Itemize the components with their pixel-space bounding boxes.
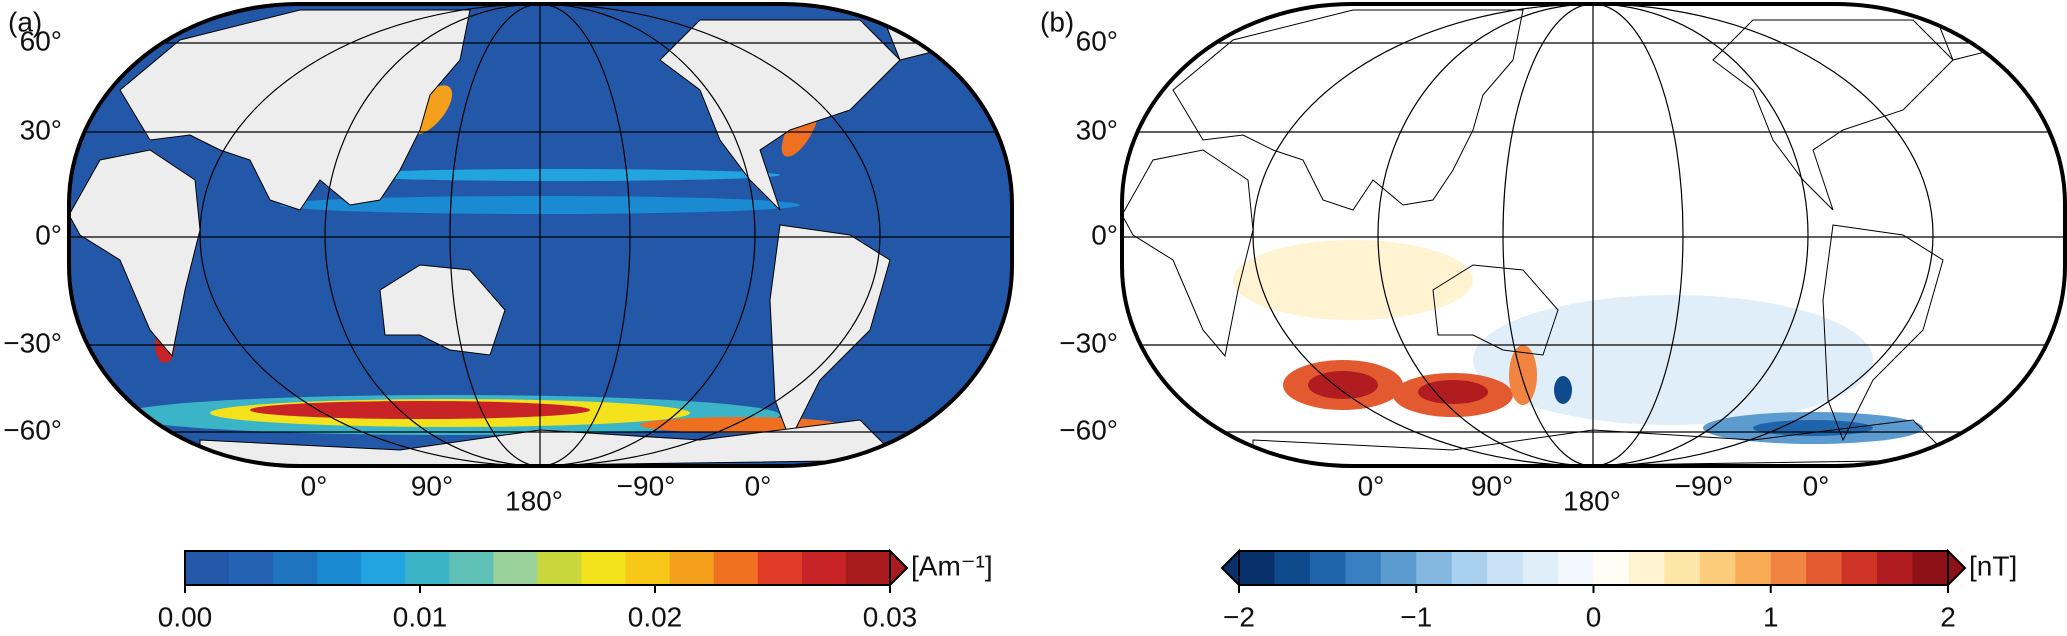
colorbar-bin <box>757 551 803 585</box>
lon-label: 90° <box>1471 470 1513 501</box>
panel-label: (b) <box>1040 6 1074 37</box>
colorbar: [nT] −2 −1 0 1 2 <box>1220 548 2017 632</box>
lon-label: −90° <box>617 470 676 501</box>
lon-label: 180° <box>1563 485 1621 516</box>
colorbar-tick-label: 2 <box>1940 601 1956 632</box>
colorbar-bin <box>1309 551 1346 585</box>
colorbar-tick-label: 0.03 <box>863 601 918 632</box>
colorbar-bin <box>669 551 715 585</box>
colorbar-bin <box>405 551 450 585</box>
colorbar-extend <box>1947 548 1967 588</box>
colorbar-extend <box>889 548 909 588</box>
lat-label: −30° <box>3 327 62 358</box>
colorbar-bin <box>801 551 847 585</box>
colorbar-bin <box>1487 551 1524 585</box>
colorbar-bin <box>273 551 318 585</box>
colorbar-bin <box>1558 551 1594 585</box>
colorbar-bin <box>1593 551 1630 585</box>
map-a <box>67 2 1014 468</box>
colorbar-bin <box>1380 551 1417 585</box>
colorbar-bin <box>537 551 583 585</box>
colorbar-bin <box>1699 551 1736 585</box>
colorbar-bin <box>361 551 406 585</box>
lat-label: −30° <box>1059 327 1118 358</box>
colorbar-bin <box>845 551 891 585</box>
colorbar-tick-label: 0 <box>1586 601 1602 632</box>
lat-label: 30° <box>20 114 62 145</box>
colorbar-bin <box>1345 551 1382 585</box>
lon-label: 90° <box>411 470 453 501</box>
lon-label: 0° <box>745 470 772 501</box>
colorbar-frame <box>184 550 891 586</box>
lon-label: −90° <box>1675 470 1734 501</box>
colorbar-bin <box>581 551 627 585</box>
colorbar-unit: [nT] <box>1969 550 2017 581</box>
colorbar-tick-label: −1 <box>1400 601 1432 632</box>
colorbar-tick-label: 0.02 <box>628 601 683 632</box>
colorbar-tick-label: 0.01 <box>393 601 448 632</box>
colorbar-bin <box>1522 551 1559 585</box>
colorbar-bin <box>1770 551 1807 585</box>
lon-label: 0° <box>1358 470 1385 501</box>
lon-label: 0° <box>1803 470 1830 501</box>
colorbar-bin <box>493 551 538 585</box>
colorbar-bin <box>713 551 759 585</box>
colorbar-bin <box>1416 551 1453 585</box>
colorbar-unit: [Am⁻¹] <box>911 550 993 581</box>
colorbar-bin <box>1628 551 1665 585</box>
colorbar-tick-label: 1 <box>1763 601 1779 632</box>
colorbar-bin <box>1664 551 1701 585</box>
lat-label: 60° <box>1076 25 1118 56</box>
colorbar: [Am⁻¹] 0.00 0.01 0.02 0.03 <box>158 548 993 632</box>
colorbar-tick-label: −2 <box>1223 601 1255 632</box>
colorbar-bin <box>1274 551 1311 585</box>
colorbar-bin <box>1806 551 1843 585</box>
colorbar-bin <box>185 551 230 585</box>
panel-label: (a) <box>8 6 42 37</box>
colorbar-bin <box>1239 551 1275 585</box>
colorbar-bin <box>449 551 494 585</box>
lat-label: 60° <box>20 25 62 56</box>
lat-label: −60° <box>1059 414 1118 445</box>
lon-label: 0° <box>301 470 328 501</box>
map-b <box>1120 2 2067 468</box>
lat-label: 0° <box>35 219 62 250</box>
colorbar-extend <box>1220 548 1240 588</box>
colorbar-bin <box>625 551 671 585</box>
colorbar-tick-label: 0.00 <box>158 601 213 632</box>
colorbar-bin <box>1451 551 1488 585</box>
lat-label: 30° <box>1076 114 1118 145</box>
lat-label: −60° <box>3 414 62 445</box>
colorbar-bin <box>1877 551 1914 585</box>
colorbar-bin <box>1735 551 1772 585</box>
colorbar-bin <box>229 551 274 585</box>
lon-label: 180° <box>505 485 563 516</box>
colorbar-bin <box>1912 551 1949 585</box>
lat-label: 0° <box>1091 219 1118 250</box>
colorbar-bin <box>1841 551 1878 585</box>
colorbar-bin <box>317 551 362 585</box>
